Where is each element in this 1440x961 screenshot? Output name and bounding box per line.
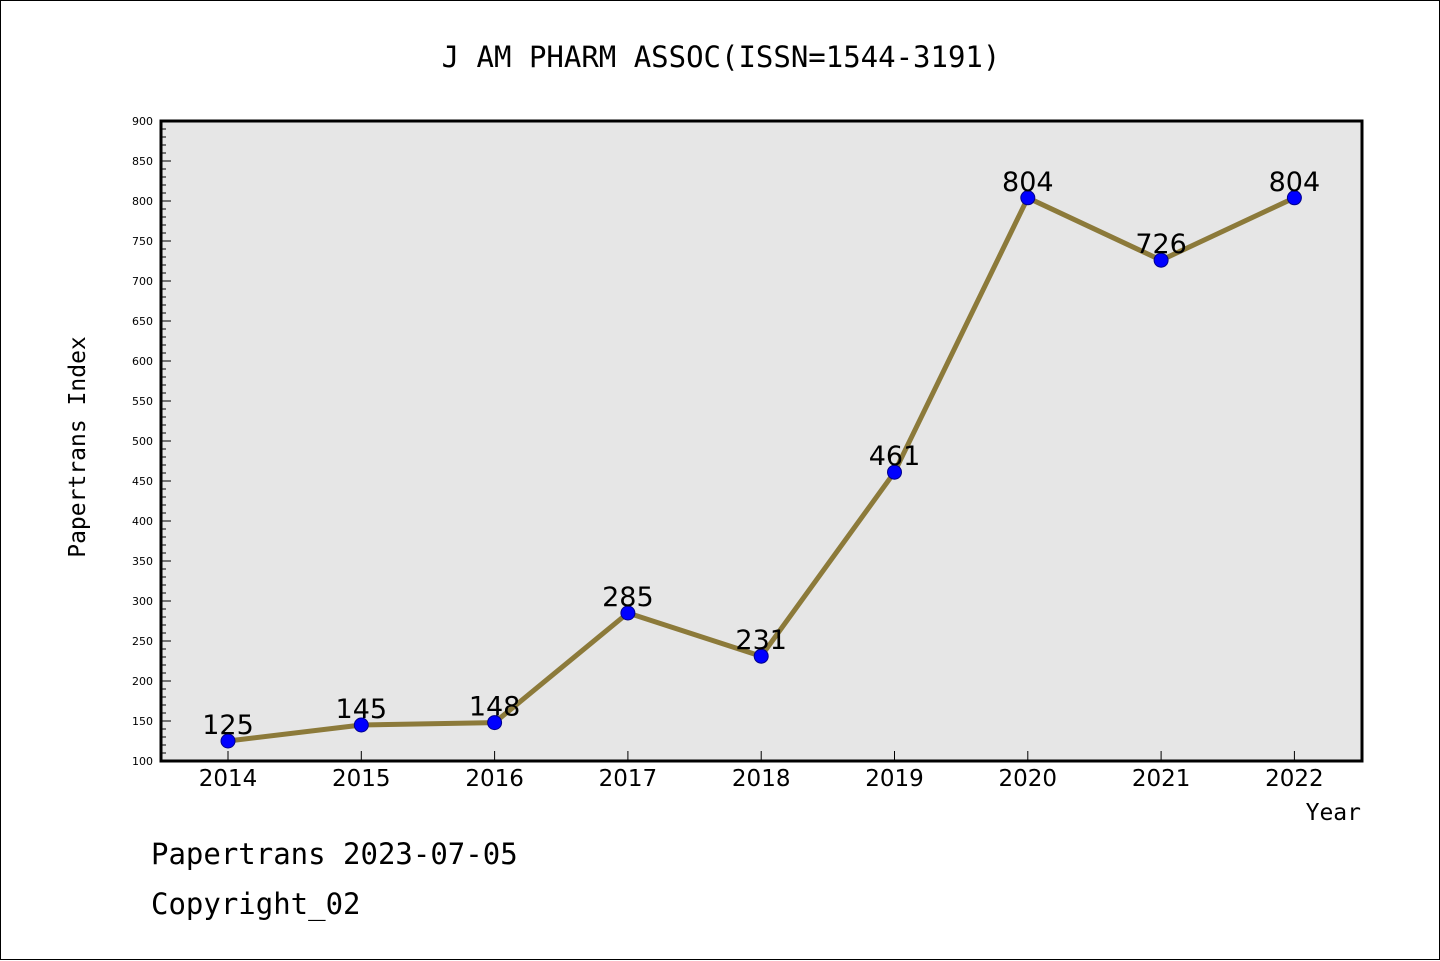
y-tick-label: 300 bbox=[132, 595, 153, 608]
y-tick-label: 750 bbox=[132, 235, 153, 248]
data-point bbox=[353, 717, 369, 733]
y-tick-label: 800 bbox=[132, 195, 153, 208]
data-point bbox=[887, 464, 902, 480]
y-tick-label: 400 bbox=[132, 515, 153, 528]
data-label: 461 bbox=[869, 441, 921, 472]
y-tick-label: 600 bbox=[132, 355, 153, 368]
y-tick-label: 500 bbox=[132, 435, 153, 448]
y-axis: 100 150 200 250 300 350 400 450 500 550 600 650 700 7… bbox=[132, 115, 171, 768]
data-label: 804 bbox=[1002, 167, 1054, 198]
y-tick-label: 550 bbox=[132, 395, 153, 408]
footer-copyright: Copyright_02 bbox=[151, 887, 361, 921]
x-tick-label: 2018 bbox=[732, 766, 791, 792]
data-label: 285 bbox=[602, 582, 654, 613]
plot-area bbox=[159, 119, 1364, 763]
data-label: 148 bbox=[469, 692, 521, 723]
y-tick-label: 250 bbox=[132, 635, 153, 648]
data-point bbox=[620, 605, 636, 621]
data-label: 231 bbox=[735, 625, 787, 656]
data-label: 726 bbox=[1135, 229, 1187, 260]
data-point bbox=[753, 648, 769, 664]
data-markers bbox=[220, 190, 1302, 749]
x-tick-label: 2019 bbox=[865, 766, 924, 792]
x-tick-label: 2017 bbox=[599, 766, 658, 792]
y-tick-label: 350 bbox=[132, 555, 153, 568]
y-axis-label: Papertrans Index bbox=[65, 336, 91, 558]
y-tick-label: 150 bbox=[132, 715, 153, 728]
footer-date: Papertrans 2023-07-05 bbox=[151, 837, 518, 871]
y-tick-label: 700 bbox=[132, 275, 153, 288]
x-tick-label: 2016 bbox=[465, 766, 524, 792]
x-axis: 2014 2015 2016 2017 2018 2019 2020 2021 2022 bbox=[199, 751, 1324, 792]
x-tick-label: 2015 bbox=[332, 766, 391, 792]
y-tick-label: 900 bbox=[132, 115, 153, 128]
data-label: 125 bbox=[202, 710, 254, 741]
x-tick-label: 2020 bbox=[999, 766, 1058, 792]
y-tick-label: 650 bbox=[132, 315, 153, 328]
data-point bbox=[1153, 252, 1169, 268]
x-tick-label: 2014 bbox=[199, 766, 258, 792]
data-point bbox=[220, 733, 236, 749]
y-tick-label: 850 bbox=[132, 155, 153, 168]
data-point bbox=[1286, 190, 1302, 206]
data-label: 804 bbox=[1269, 167, 1321, 198]
y-tick-label: 450 bbox=[132, 475, 153, 488]
data-label: 145 bbox=[336, 694, 388, 725]
data-point bbox=[487, 715, 503, 731]
y-tick-label: 200 bbox=[132, 675, 153, 688]
x-tick-label: 2021 bbox=[1132, 766, 1191, 792]
chart-title: J AM PHARM ASSOC(ISSN=1544-3191) bbox=[442, 40, 1001, 74]
y-tick-label: 100 bbox=[132, 755, 153, 768]
data-labels: 125 145 148 285 231 461 804 726 804 bbox=[202, 167, 1320, 741]
x-axis-label: Year bbox=[1306, 800, 1361, 826]
data-point bbox=[1020, 190, 1036, 206]
x-tick-label: 2022 bbox=[1265, 766, 1324, 792]
